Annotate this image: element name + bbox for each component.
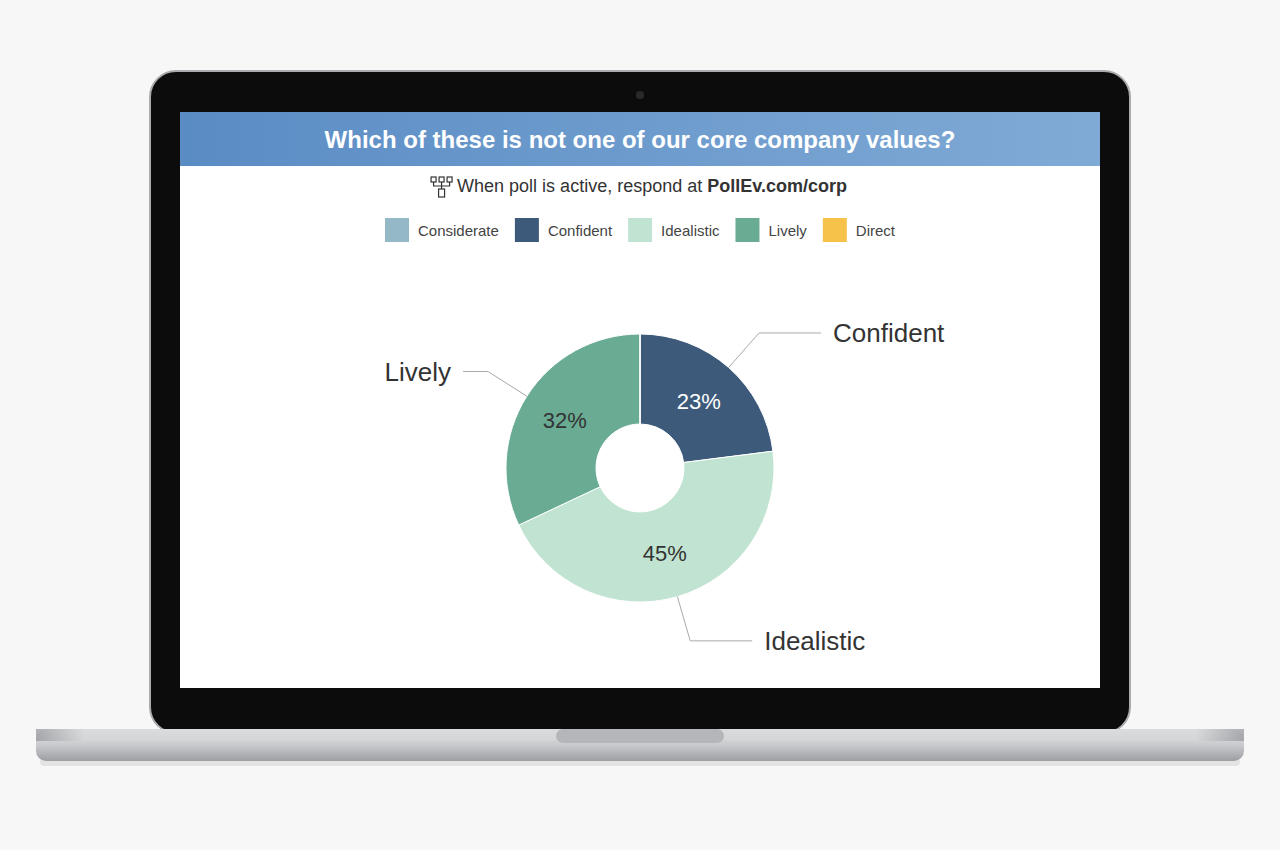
icon-box — [431, 177, 436, 182]
legend-label: Lively — [768, 222, 807, 239]
slice — [640, 334, 773, 462]
legend-item: Considerate — [385, 218, 499, 242]
subtitle-link: PollEv.com/corp — [707, 176, 847, 196]
background — [0, 0, 1280, 850]
legend-item: Lively — [735, 218, 807, 242]
icon-lines — [434, 182, 450, 189]
page: Which of these is not one of our core co… — [0, 0, 1280, 850]
legend-label: Considerate — [418, 222, 499, 239]
laptop-notch — [556, 729, 724, 743]
laptop-lid — [150, 71, 1130, 733]
slice — [506, 334, 640, 525]
legend-swatch — [823, 218, 847, 242]
legend-label: Confident — [548, 222, 613, 239]
legend-item: Direct — [823, 218, 896, 242]
camera — [636, 91, 644, 99]
title: Which of these is not one of our core co… — [325, 126, 956, 153]
icon-box — [439, 177, 444, 182]
icon-phone — [439, 189, 445, 197]
legend-swatch — [735, 218, 759, 242]
labels: 23% 45% 32% Confident Idealistic Lively — [385, 318, 946, 656]
data-label: 23% — [677, 389, 721, 414]
laptop-base — [36, 729, 1244, 761]
slices — [506, 334, 774, 602]
title-bar — [180, 112, 1100, 166]
leader-line — [729, 333, 821, 368]
poll-icon — [431, 177, 452, 197]
legend-item: Confident — [515, 218, 613, 242]
data-label: 45% — [643, 541, 687, 566]
subtitle: When poll is active, respond at PollEv.c… — [457, 176, 847, 196]
slice-label: Idealistic — [764, 626, 865, 656]
legend-label: Idealistic — [661, 222, 720, 239]
legend-item: Idealistic — [628, 218, 720, 242]
legend-swatch — [628, 218, 652, 242]
leader-line — [677, 597, 752, 641]
data-label: 32% — [543, 408, 587, 433]
legend-swatch — [515, 218, 539, 242]
legend-swatch — [385, 218, 409, 242]
leader-line — [463, 372, 527, 397]
subtitle-part: When poll is active, respond at — [457, 176, 707, 196]
slice-label: Lively — [385, 357, 451, 387]
legend: Considerate Confident Idealistic Lively Dire… — [385, 218, 896, 242]
legend-label: Direct — [856, 222, 896, 239]
plot — [506, 334, 774, 602]
slice-group — [506, 334, 774, 602]
slice-label: Confident — [833, 318, 945, 348]
screen — [180, 112, 1100, 688]
slice — [640, 334, 641, 424]
icon-box — [447, 177, 452, 182]
slice — [640, 334, 641, 424]
